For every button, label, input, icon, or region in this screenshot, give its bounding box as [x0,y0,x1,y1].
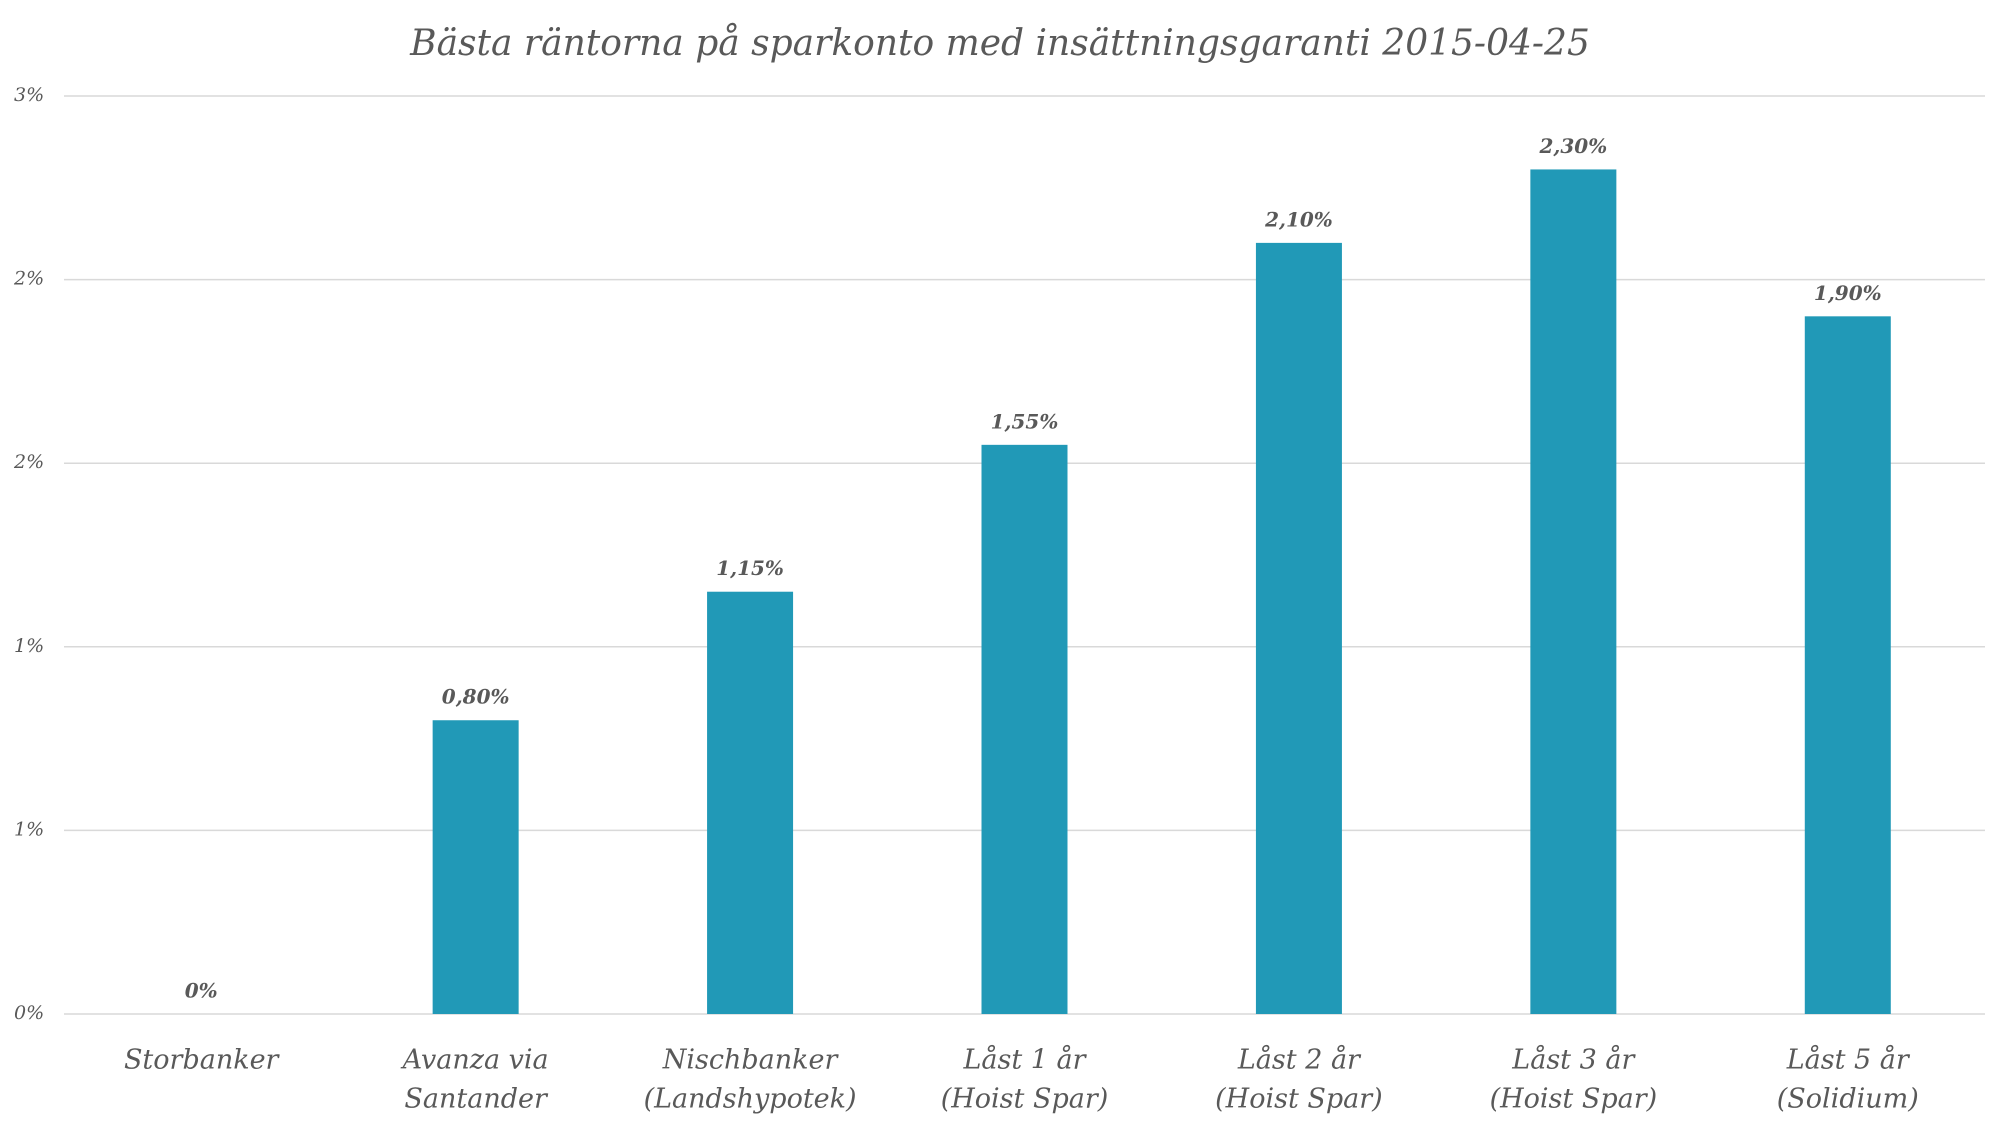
bar [707,591,794,1014]
x-tick-label: Låst 3 år [1511,1044,1636,1076]
bar [981,444,1068,1015]
x-tick-label: Låst 2 år [1237,1044,1362,1076]
x-tick-label: (Landshypotek) [644,1084,857,1115]
x-tick-label: Santander [404,1084,549,1115]
data-label: 2,30% [1538,134,1607,158]
bar [1804,316,1891,1014]
x-tick-label: (Hoist Spar) [1490,1084,1658,1115]
x-tick-label: (Solidium) [1777,1084,1919,1115]
y-tick-label: 2% [13,451,44,473]
x-tick-label: (Hoist Spar) [941,1084,1109,1115]
x-tick-label: Låst 5 år [1786,1044,1911,1076]
x-tick-label: Avanza via [400,1045,549,1076]
y-tick-label: 2% [13,268,44,290]
data-label: 2,10% [1264,207,1333,231]
chart-title: Bästa räntorna på sparkonto med insättni… [409,23,1590,64]
data-label: 0% [185,979,218,1003]
y-tick-label: 1% [14,635,44,657]
x-tick-label: Nischbanker [662,1045,840,1076]
data-label: 0,80% [442,685,510,709]
data-label: 1,55% [991,409,1059,433]
x-tick-label: Storbanker [124,1045,281,1076]
y-tick-label: 0% [14,1002,44,1024]
x-tick-label: Låst 1 år [962,1044,1087,1076]
bar [1530,169,1617,1014]
bar [432,720,519,1014]
x-tick-label: (Hoist Spar) [1215,1084,1383,1115]
y-tick-label: 3% [14,84,44,106]
bar [1255,242,1342,1014]
y-tick-label: 1% [14,818,44,840]
data-label: 1,15% [716,556,784,580]
data-label: 1,90% [1814,281,1882,305]
